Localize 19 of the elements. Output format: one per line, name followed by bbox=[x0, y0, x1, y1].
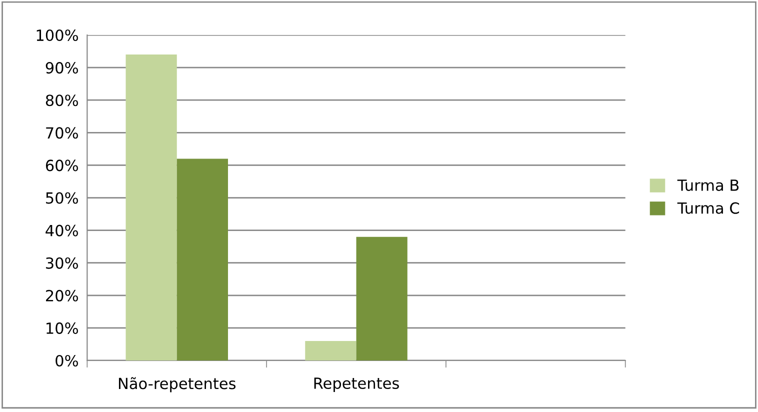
y-tick-label: 20% bbox=[46, 290, 78, 302]
y-tick-label: 50% bbox=[46, 192, 78, 204]
y-tick-label: 70% bbox=[46, 127, 78, 139]
y-tick-label: 100% bbox=[36, 29, 78, 42]
y-tick-label: 10% bbox=[46, 322, 78, 334]
x-tick-label: Não-repetentes bbox=[118, 377, 236, 392]
bar bbox=[305, 340, 356, 360]
bar bbox=[356, 236, 408, 360]
legend-label: Turma C bbox=[677, 202, 740, 214]
y-tick-label: 60% bbox=[46, 160, 78, 172]
y-tick-label: 0% bbox=[56, 354, 78, 367]
y-tick-label: 80% bbox=[46, 94, 78, 106]
y-tick-label: 90% bbox=[46, 62, 78, 74]
legend-label: Turma B bbox=[677, 180, 739, 191]
bar bbox=[126, 54, 177, 360]
y-tick-label: 40% bbox=[46, 224, 78, 236]
y-tick-label: 30% bbox=[46, 257, 78, 269]
x-tick-label: Repetentes bbox=[314, 378, 399, 392]
bar bbox=[176, 158, 228, 360]
